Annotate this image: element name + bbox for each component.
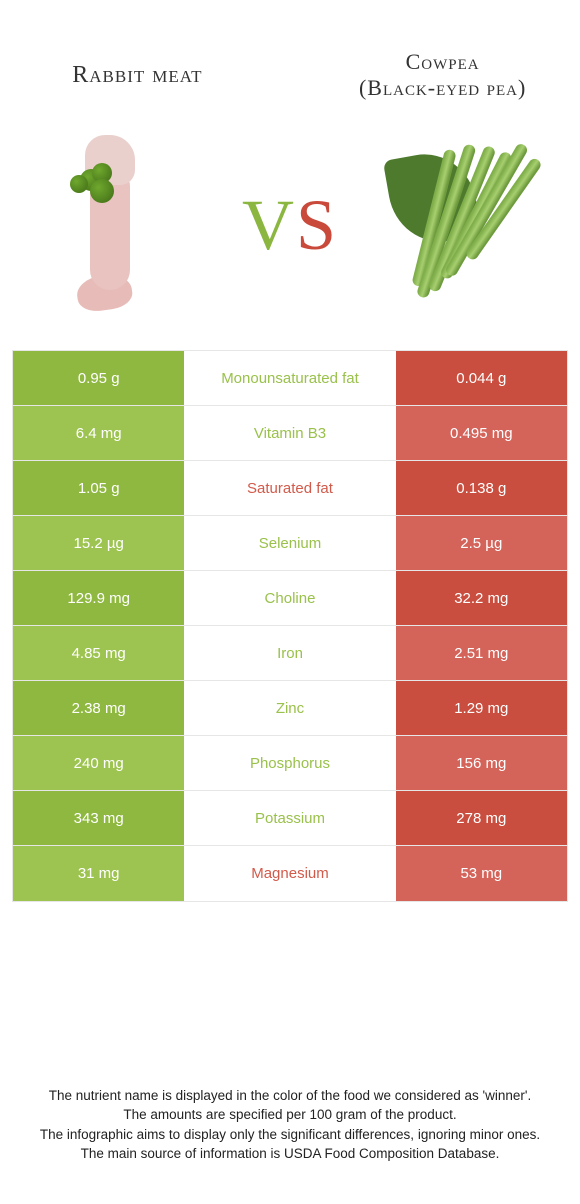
footer-line3: The infographic aims to display only the… — [30, 1125, 550, 1145]
table-row: 240 mgPhosphorus156 mg — [13, 736, 567, 791]
vs-v: V — [242, 185, 296, 265]
comparison-table: 0.95 gMonounsaturated fat0.044 g6.4 mgVi… — [12, 350, 568, 902]
right-value: 156 mg — [396, 736, 567, 790]
table-row: 31 mgMagnesium53 mg — [13, 846, 567, 901]
left-food-image — [30, 135, 190, 315]
left-value: 31 mg — [13, 846, 184, 901]
nutrient-name: Choline — [184, 571, 395, 625]
left-value: 1.05 g — [13, 461, 184, 515]
left-value: 2.38 mg — [13, 681, 184, 735]
table-row: 1.05 gSaturated fat0.138 g — [13, 461, 567, 516]
left-food-title: Rabbit meat — [20, 61, 255, 90]
right-value: 0.044 g — [396, 351, 567, 405]
right-value: 0.138 g — [396, 461, 567, 515]
nutrient-name: Potassium — [184, 791, 395, 845]
nutrient-name: Zinc — [184, 681, 395, 735]
right-value: 2.51 mg — [396, 626, 567, 680]
table-row: 0.95 gMonounsaturated fat0.044 g — [13, 351, 567, 406]
right-value: 1.29 mg — [396, 681, 567, 735]
footer-line1: The nutrient name is displayed in the co… — [30, 1086, 550, 1106]
right-value: 2.5 µg — [396, 516, 567, 570]
left-value: 0.95 g — [13, 351, 184, 405]
nutrient-name: Phosphorus — [184, 736, 395, 790]
header-row: Rabbit meat Cowpea (Black-eyed pea) — [0, 0, 580, 130]
rabbit-icon — [65, 135, 155, 315]
left-value: 4.85 mg — [13, 626, 184, 680]
nutrient-name: Monounsaturated fat — [184, 351, 395, 405]
table-row: 129.9 mgCholine32.2 mg — [13, 571, 567, 626]
right-food-title-line1: Cowpea — [406, 49, 480, 74]
footer-line4: The main source of information is USDA F… — [30, 1144, 550, 1164]
table-row: 343 mgPotassium278 mg — [13, 791, 567, 846]
images-row: VS — [0, 130, 580, 350]
table-row: 15.2 µgSelenium2.5 µg — [13, 516, 567, 571]
cowpea-icon — [390, 135, 550, 315]
right-value: 53 mg — [396, 846, 567, 901]
nutrient-name: Selenium — [184, 516, 395, 570]
left-value: 343 mg — [13, 791, 184, 845]
right-food-title-line2: (Black-eyed pea) — [359, 75, 526, 100]
table-row: 2.38 mgZinc1.29 mg — [13, 681, 567, 736]
left-value: 15.2 µg — [13, 516, 184, 570]
vs-s: S — [296, 185, 338, 265]
left-value: 129.9 mg — [13, 571, 184, 625]
left-value: 6.4 mg — [13, 406, 184, 460]
nutrient-name: Vitamin B3 — [184, 406, 395, 460]
vs-label: VS — [242, 184, 338, 267]
left-value: 240 mg — [13, 736, 184, 790]
table-row: 4.85 mgIron2.51 mg — [13, 626, 567, 681]
right-food-title: Cowpea (Black-eyed pea) — [325, 49, 560, 102]
right-food-image — [390, 135, 550, 315]
nutrient-name: Magnesium — [184, 846, 395, 901]
nutrient-name: Iron — [184, 626, 395, 680]
right-value: 32.2 mg — [396, 571, 567, 625]
right-value: 0.495 mg — [396, 406, 567, 460]
footer-line2: The amounts are specified per 100 gram o… — [30, 1105, 550, 1125]
footer-notes: The nutrient name is displayed in the co… — [0, 1086, 580, 1164]
table-row: 6.4 mgVitamin B30.495 mg — [13, 406, 567, 461]
right-value: 278 mg — [396, 791, 567, 845]
nutrient-name: Saturated fat — [184, 461, 395, 515]
